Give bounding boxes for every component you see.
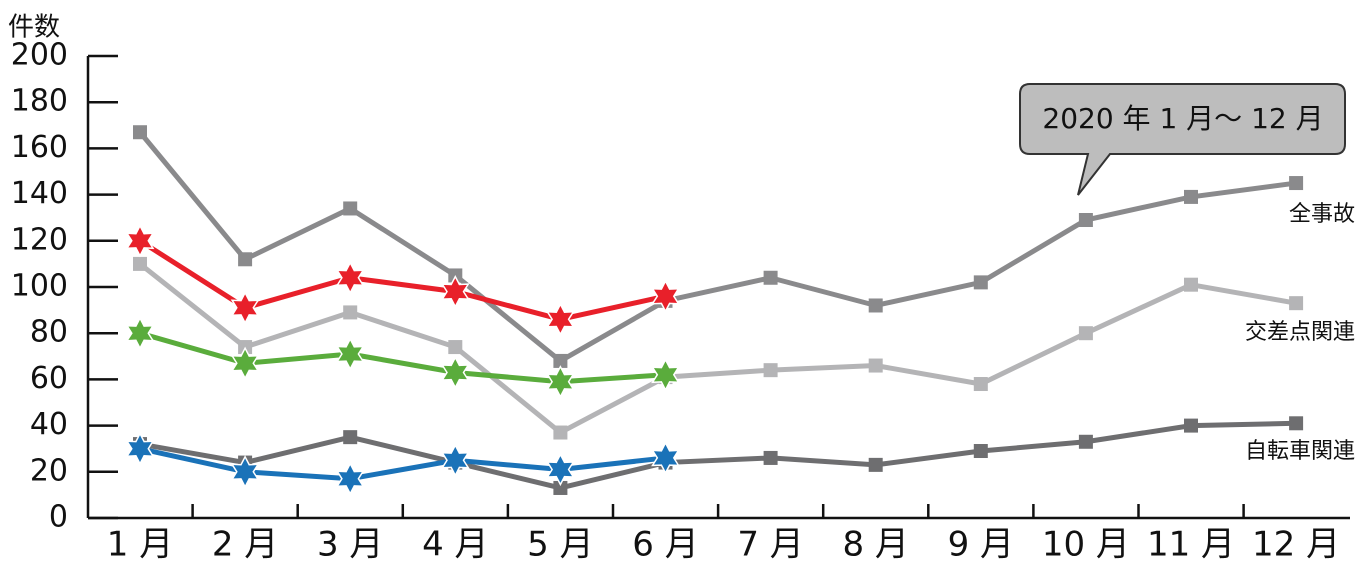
star-marker [230,455,260,489]
square-marker [868,298,883,313]
x-tick-label: 5 月 [527,525,593,565]
star-marker [335,261,365,295]
square-marker [133,256,147,271]
square-marker [553,425,568,440]
square-marker [238,252,253,267]
x-tick-label: 6 月 [632,525,698,565]
star-marker [440,443,470,477]
x-tick-label: 12 月 [1252,525,1340,565]
series-label: 全事故 [1289,202,1355,227]
star-marker [125,316,155,350]
series-line [138,130,1297,364]
x-tick-label: 7 月 [737,525,803,565]
star-marker [440,274,470,309]
square-marker [1184,189,1198,204]
y-tick-label: 80 [30,315,68,350]
y-tick-label: 40 [30,407,68,442]
x-tick-label: 2 月 [212,525,278,565]
square-marker [973,275,988,290]
y-tick-label: 120 [11,222,68,257]
star-marker [546,452,575,487]
x-tick-label: 4 月 [422,525,488,565]
square-marker [763,270,778,285]
annotation: 2020 年 1 月〜 12 月 [1042,102,1323,135]
star-marker [230,291,260,325]
y-tick-label: 0 [49,500,68,535]
series-line [138,238,667,322]
star-marker [125,432,155,466]
x-tick-label: 11 月 [1147,525,1235,565]
square-marker [1078,326,1093,341]
y-tick-label: 60 [30,361,68,396]
star-marker [546,365,575,399]
star-marker [440,355,470,390]
series-line [139,446,666,482]
square-marker [448,340,463,355]
x-tick-label: 1 月 [107,525,173,565]
square-marker [343,305,358,320]
star-marker [651,279,680,313]
x-tick-label: 10 月 [1042,525,1130,565]
y-tick-label: 200 [11,38,68,73]
square-marker [868,358,883,373]
y-tick-label: 160 [11,130,68,165]
y-tick-label: 20 [30,453,68,488]
square-marker [1184,418,1198,433]
callout [1019,83,1346,196]
square-marker [763,363,778,378]
x-tick-label: 8 月 [842,525,908,565]
y-tick-label: 140 [11,176,68,211]
square-marker [1289,176,1304,191]
star-marker [335,462,365,496]
square-marker [133,125,147,140]
square-marker [1184,277,1198,292]
star-marker [546,302,575,336]
y-tick-label: 180 [11,84,68,119]
square-marker [1289,416,1304,431]
series-line [138,261,1297,436]
square-marker [1078,213,1093,228]
square-marker [1289,296,1304,311]
square-marker [763,450,778,465]
square-marker [343,201,358,216]
star-marker [335,337,365,371]
x-tick-label: 3 月 [317,525,383,565]
square-marker [553,480,568,495]
star-marker [125,224,155,258]
square-marker [973,377,988,392]
y-axis-label: 件数 [8,13,60,43]
square-marker [1078,434,1093,449]
series-label: 交差点関連 [1245,320,1355,345]
star-marker [230,346,260,380]
series-line [139,420,1297,491]
star-marker [651,441,680,475]
y-tick-label: 100 [11,269,68,304]
square-marker [868,457,883,472]
square-marker [343,430,358,445]
series-line [139,330,666,385]
star-marker [651,358,680,392]
square-marker [973,444,988,459]
x-tick-label: 9 月 [948,525,1014,565]
series-label: 自転車関連 [1245,439,1355,464]
square-marker [553,353,568,368]
